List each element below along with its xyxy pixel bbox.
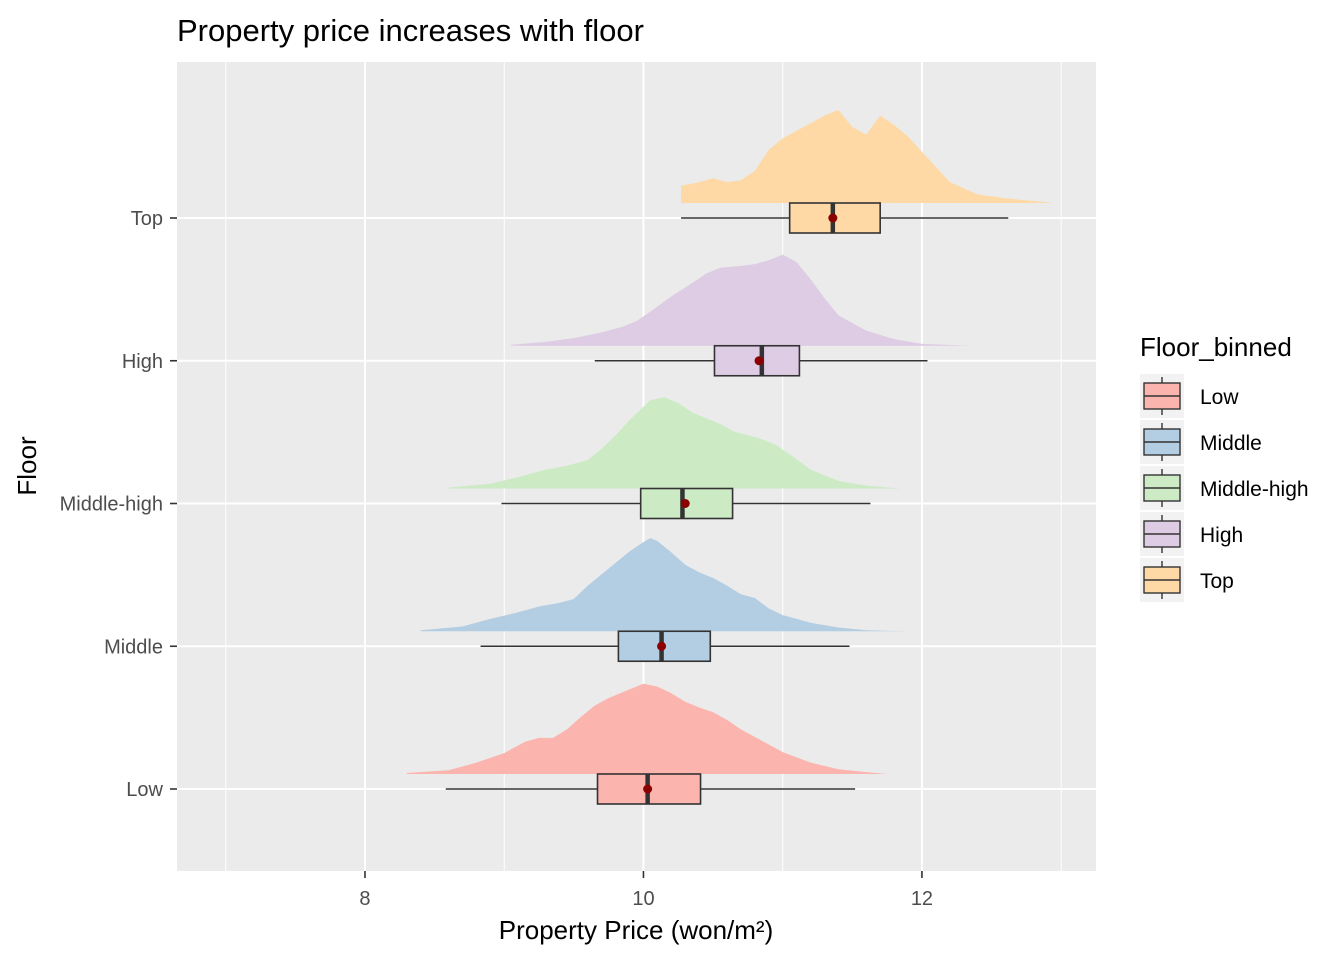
x-axis-title: Property Price (won/m²)	[499, 915, 774, 945]
density-ridge-top	[681, 109, 1055, 203]
y-axis: Low Middle Middle-high High Top	[60, 208, 177, 801]
legend-label-middle-high: Middle-high	[1200, 478, 1309, 501]
y-axis-title: Floor	[12, 436, 42, 496]
chart-marks	[406, 109, 1055, 805]
x-tick-label: 8	[359, 888, 370, 910]
density-ridge-middle-high	[448, 397, 902, 489]
y-tick-label: Middle	[104, 636, 163, 658]
chart-title: Property price increases with floor	[177, 13, 644, 48]
legend-label-high: High	[1200, 524, 1243, 547]
density-ridge-middle	[420, 538, 908, 632]
legend-label-low: Low	[1200, 386, 1239, 409]
box-high	[713, 344, 801, 377]
y-tick-label: High	[122, 351, 163, 373]
y-tick-label: Low	[126, 779, 163, 801]
mean-point-middle	[657, 641, 667, 651]
y-tick-label: Top	[131, 208, 163, 230]
density-ridge-high	[511, 254, 971, 346]
legend-label-top: Top	[1200, 570, 1234, 593]
x-tick-label: 10	[632, 888, 654, 910]
mean-point-middle-high	[680, 499, 690, 508]
density-ridge-low	[406, 683, 888, 774]
mean-point-low	[643, 784, 653, 794]
legend-label-middle: Middle	[1200, 432, 1262, 455]
x-tick-label: 12	[911, 888, 933, 910]
legend: Floor_binned Low Middle Middle-high High Top	[1140, 332, 1309, 602]
y-tick-label: Middle-high	[60, 494, 163, 516]
x-axis: 8 10 12	[359, 871, 933, 910]
mean-point-high	[754, 356, 764, 366]
legend-title: Floor_binned	[1140, 332, 1292, 362]
mean-point-top	[828, 213, 838, 223]
